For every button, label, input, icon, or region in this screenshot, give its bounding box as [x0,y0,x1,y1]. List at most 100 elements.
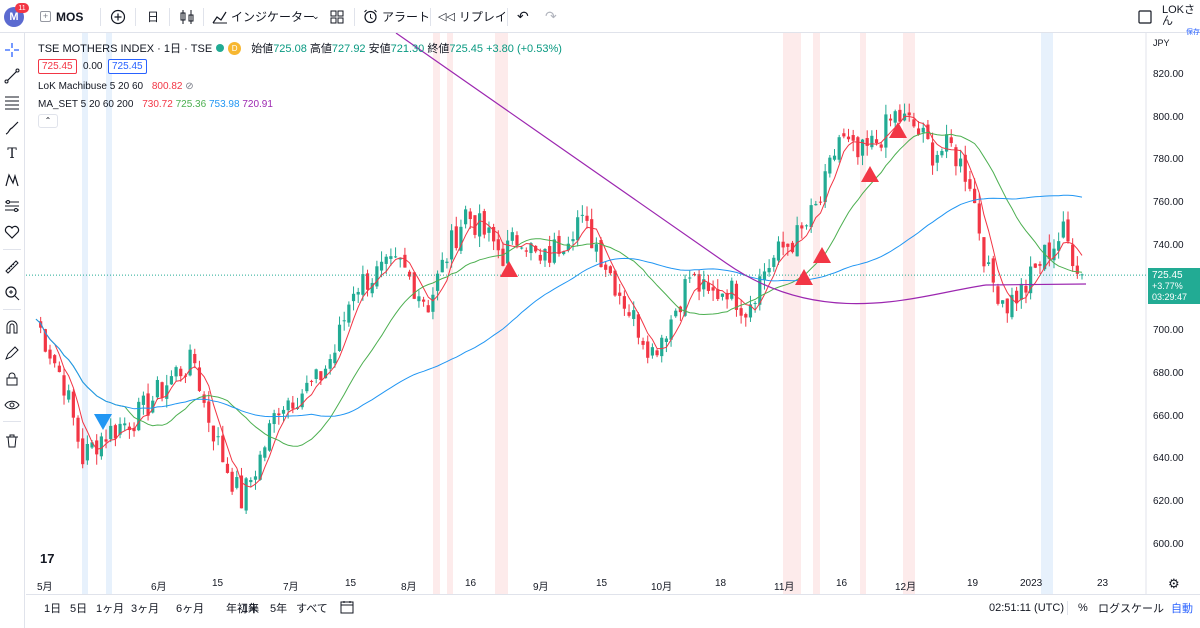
candle-body [118,423,122,435]
candle-body [412,272,416,299]
candle-body [543,248,547,261]
symbol-search-icon[interactable]: + [40,11,51,22]
candle-body [211,425,216,442]
indicator-ma-set[interactable]: MA_SET 5 20 60 200 730.72 725.36 753.98 … [38,99,273,110]
indicators-button[interactable]: インジケーター [212,0,315,33]
candle-body [109,425,113,440]
candle-body [795,225,799,257]
price-chart[interactable] [26,33,1148,594]
layout-square-icon[interactable] [1138,0,1152,33]
candle-body [576,217,580,241]
trash-icon[interactable] [2,431,22,451]
candle-body [958,158,963,167]
range-button[interactable]: 5年 [270,603,288,615]
x-tick-label: 11月 [774,582,795,593]
symbol-name[interactable]: MOS [56,9,84,24]
candle-body [823,171,827,203]
candle-body [445,261,449,264]
indicators-dropdown-icon[interactable]: ⌄ [312,11,320,21]
horizontal-lines-icon[interactable] [2,92,22,112]
alert-button[interactable]: アラート [363,0,430,33]
compare-add-icon[interactable] [110,0,126,33]
auto-scale-toggle[interactable]: 自動 [1171,603,1193,615]
range-button[interactable]: 1年 [242,603,260,615]
candle-body [193,353,197,364]
sell-price-box[interactable]: 725.45 [38,59,77,74]
range-button[interactable]: 6ヶ月 [176,603,205,615]
eye-icon[interactable] [2,395,22,415]
candle-body [524,250,528,252]
user-menu[interactable]: LOKさん 保存 [1162,5,1200,38]
zoom-in-icon[interactable] [2,283,22,303]
ma60-value: 753.98 [208,99,240,110]
candle-body [76,417,80,442]
divider [3,421,21,422]
candle-body [1001,300,1005,304]
candle-body [389,256,393,259]
candle-body [468,211,472,220]
ruler-icon[interactable] [2,257,22,277]
percent-toggle[interactable]: % [1078,602,1088,614]
crosshair-icon[interactable] [2,40,22,60]
range-button[interactable]: すべて [296,603,328,615]
collapse-legend-icon[interactable]: ⌃ [38,114,58,128]
range-button[interactable]: 年初来 [226,603,259,615]
low-label: 安値 [368,43,391,55]
candle-body [669,319,673,340]
range-button[interactable]: 1日 [44,603,62,615]
pencil-lock-icon[interactable] [2,343,22,363]
indicator-machibuse[interactable]: LoK Machibuse 5 20 60 800.82 ⊘ [38,81,194,92]
candle-body [71,391,75,418]
candle-body [258,454,262,480]
symbol-title[interactable]: TSE MOTHERS INDEX · 1日 · TSE [38,43,213,55]
candle-body [263,447,267,458]
candle-body [1043,244,1047,270]
range-button[interactable]: 5日 [70,603,88,615]
log-scale-toggle[interactable]: ログスケール [1098,603,1164,615]
templates-grid-icon[interactable] [330,0,344,33]
interval-button[interactable]: 日 [147,10,160,24]
x-tick-label: 16 [465,578,477,589]
heart-icon[interactable] [2,222,22,242]
trend-line-icon[interactable] [2,66,22,86]
magnet-icon[interactable] [2,317,22,337]
candle-body [291,402,295,409]
prediction-icon[interactable] [2,196,22,216]
candles-icon[interactable] [180,0,194,33]
candle-body [842,133,846,137]
candle-body [43,329,47,352]
candle-body [697,274,701,292]
redo-icon[interactable]: ↷ [545,8,557,24]
rewind-icon: ◁◁ [438,11,455,23]
settings-gear-icon[interactable]: ⚙ [1168,576,1180,591]
buy-price-box[interactable]: 725.45 [108,59,147,74]
candle-body [949,137,953,144]
candle-body [1024,285,1028,293]
candle-body [865,138,869,146]
pattern-icon[interactable] [2,170,22,190]
candle-body [426,305,430,313]
brush-icon[interactable] [2,118,22,138]
candle-body [1038,264,1042,266]
undo-icon[interactable]: ↶ [517,8,529,24]
y-tick-label: 760.00 [1153,197,1184,209]
candle-body [272,413,276,425]
candle-body [230,471,234,492]
highlight-band [1041,33,1053,594]
tradingview-logo[interactable]: 17 [40,551,55,566]
text-tool-icon[interactable]: T [7,146,17,162]
range-button[interactable]: 1ヶ月 [96,603,125,615]
lock-icon[interactable] [2,369,22,389]
highlight-band [783,33,801,594]
range-button[interactable]: 3ヶ月 [131,603,160,615]
candle-body [1061,221,1065,238]
ma5-line [40,115,1083,488]
date-range-icon[interactable] [340,600,354,617]
replay-button[interactable]: ◁◁ リプレイ [438,0,507,33]
divider [169,8,170,26]
clock-time[interactable]: 02:51:11 (UTC) [989,602,1064,614]
currency-label[interactable]: JPY [1153,38,1170,48]
highlight-band [447,33,453,594]
candle-body [146,393,150,416]
last-change: +3.77% [1152,281,1183,291]
